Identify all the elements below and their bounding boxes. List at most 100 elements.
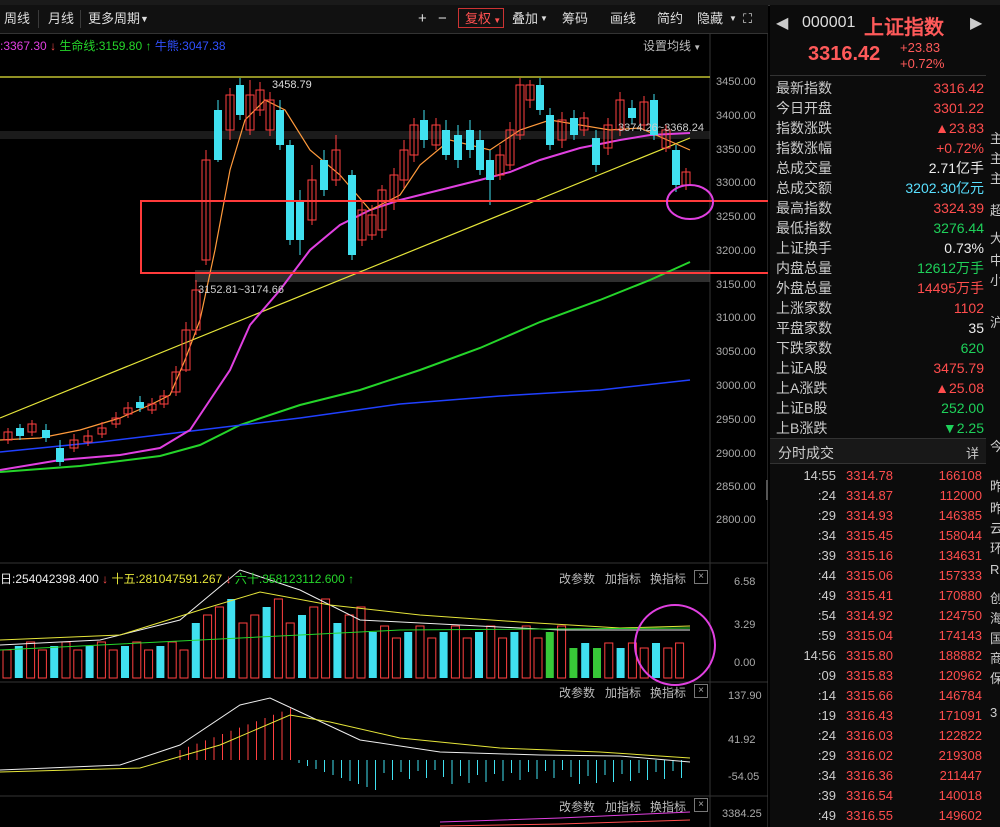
close-icon[interactable]: × bbox=[694, 798, 708, 812]
tick-time: 14:55 bbox=[803, 468, 836, 483]
candle-body bbox=[409, 124, 419, 156]
shengming-label: 生命线: bbox=[59, 39, 99, 53]
ticks-header: 分时成交 详 bbox=[770, 438, 986, 464]
volume-bar bbox=[616, 648, 625, 678]
quote-row-label: 平盘家数 bbox=[776, 320, 832, 336]
zoom-out-button[interactable]: − bbox=[438, 10, 447, 27]
volume-bar bbox=[498, 637, 508, 679]
side-panel-char: 昨 bbox=[990, 479, 1000, 494]
candle-body bbox=[399, 149, 409, 181]
price-axis-label: 3150.00 bbox=[716, 279, 756, 291]
side-panel-char: 云 bbox=[990, 521, 1000, 536]
zoom-in-button[interactable]: + bbox=[418, 10, 427, 27]
quote-row: 平盘家数 35 bbox=[776, 318, 984, 338]
macd-param-button[interactable]: 改参数 bbox=[559, 686, 596, 700]
blue-line-value: 牛熊:3047.38 bbox=[154, 39, 226, 53]
candle-body bbox=[672, 150, 680, 185]
close-icon[interactable]: × bbox=[694, 684, 708, 698]
up-arrow-icon: ↑ bbox=[348, 572, 355, 586]
trend-line bbox=[0, 137, 691, 419]
quote-row-value: +0.72% bbox=[936, 140, 984, 156]
vol-axis-label: 3.29 bbox=[734, 619, 756, 631]
vol-add-button[interactable]: 加指标 bbox=[605, 572, 642, 586]
orange-ma-line bbox=[0, 99, 691, 441]
tick-row: :44 3315.06 157333 bbox=[776, 566, 984, 586]
quote-row-label: 下跌家数 bbox=[776, 340, 832, 356]
volume-bar bbox=[356, 606, 366, 679]
quote-row-label: 指数涨跌 bbox=[776, 120, 832, 136]
huaxian-button[interactable]: 画线 bbox=[610, 11, 637, 26]
volume-bar bbox=[663, 647, 673, 679]
quote-row-label: 指数涨幅 bbox=[776, 140, 832, 156]
jianyue-button[interactable]: 简约 bbox=[657, 11, 684, 26]
macd-switch-button[interactable]: 换指标 bbox=[650, 686, 687, 700]
quote-row: 指数涨跌 ▲23.83 bbox=[776, 118, 984, 138]
price-axis-label: 3100.00 bbox=[716, 312, 756, 324]
tick-price: 3314.93 bbox=[846, 508, 893, 523]
tick-price: 3315.41 bbox=[846, 588, 893, 603]
next-arrow-icon[interactable]: ▶ bbox=[970, 15, 983, 32]
set-ma-button[interactable]: 设置均线 ▼ bbox=[643, 39, 702, 53]
fullscreen-icon[interactable]: ⛶ bbox=[743, 11, 753, 26]
tick-time: :24 bbox=[817, 728, 836, 743]
magenta-ma-line bbox=[0, 132, 691, 471]
down-arrow-icon: ↓ bbox=[50, 39, 57, 53]
side-panel-char: 沪 bbox=[990, 315, 1000, 330]
volume-bar bbox=[285, 622, 295, 679]
candle-body bbox=[69, 439, 79, 449]
quote-row-label: 上A涨跌 bbox=[776, 380, 828, 396]
volume-bar bbox=[510, 632, 519, 678]
vol-switch-button[interactable]: 换指标 bbox=[650, 572, 687, 586]
side-panel-char: 主 bbox=[990, 171, 1000, 186]
quote-row: 上证换手 0.73% bbox=[776, 238, 984, 258]
side-panel-char: 昨 bbox=[990, 501, 1000, 516]
week-button[interactable]: 周线 bbox=[4, 11, 31, 26]
candle-body bbox=[486, 160, 494, 180]
quote-row-value: 12612万手 bbox=[917, 260, 984, 276]
month-button[interactable]: 月线 bbox=[48, 11, 75, 26]
vol-param-button[interactable]: 改参数 bbox=[559, 572, 596, 586]
candle-body bbox=[546, 115, 554, 145]
volume-bar bbox=[404, 632, 413, 678]
diejia-button[interactable]: 叠加 bbox=[512, 11, 539, 26]
yincang-button[interactable]: 隐藏 bbox=[697, 11, 724, 26]
quote-row-value: ▼2.25 bbox=[942, 420, 984, 436]
ma-legend: :3367.30 ↓ 生命线:3159.80 ↑ 牛熊:3047.38 bbox=[0, 37, 710, 53]
prev-arrow-icon[interactable]: ◀ bbox=[776, 15, 789, 32]
candle-body bbox=[56, 448, 64, 462]
ticks-detail-button[interactable]: 详 bbox=[966, 446, 980, 461]
stock-name: 上证指数 bbox=[864, 17, 944, 39]
panel3-add-button[interactable]: 加指标 bbox=[605, 800, 642, 814]
quote-row-value: 3276.44 bbox=[933, 220, 984, 236]
tick-time: :09 bbox=[817, 668, 836, 683]
candle-body bbox=[83, 435, 93, 443]
side-panel-char: 超 bbox=[990, 203, 1000, 218]
macd-add-button[interactable]: 加指标 bbox=[605, 686, 642, 700]
fuquan-button[interactable]: 复权 ▼ bbox=[458, 8, 504, 28]
panel3-switch-button[interactable]: 换指标 bbox=[650, 800, 687, 814]
price-axis-label: 3300.00 bbox=[716, 177, 756, 189]
side-panel-char: 保 bbox=[990, 671, 1000, 686]
highlight-circle bbox=[666, 184, 714, 220]
quote-row-label: 总成交量 bbox=[776, 160, 832, 176]
price-axis-label: 3400.00 bbox=[716, 110, 756, 122]
volume-bar bbox=[368, 632, 377, 678]
macd-axis-label: -54.05 bbox=[728, 771, 760, 783]
more-period-button[interactable]: 更多周期 bbox=[88, 11, 141, 26]
volume-bar bbox=[344, 614, 354, 679]
side-panel-char: 创 bbox=[990, 591, 1000, 606]
panel3-param-button[interactable]: 改参数 bbox=[559, 800, 596, 814]
tick-price: 3314.92 bbox=[846, 608, 893, 623]
volume-bar bbox=[214, 606, 224, 679]
chouma-button[interactable]: 筹码 bbox=[562, 11, 589, 26]
volume-bar bbox=[652, 643, 660, 678]
candle-body bbox=[265, 99, 275, 131]
close-icon[interactable]: × bbox=[694, 570, 708, 584]
tick-volume: 146784 bbox=[938, 688, 982, 703]
volume-bar bbox=[333, 623, 342, 678]
candle-body bbox=[147, 403, 157, 411]
kline-chart[interactable]: 3458.79 3152.81~3174.66 3374.26~3368.24 bbox=[0, 34, 768, 827]
volume-bar bbox=[179, 649, 189, 679]
panel3-line bbox=[439, 811, 691, 823]
tick-price: 3315.80 bbox=[846, 648, 893, 663]
